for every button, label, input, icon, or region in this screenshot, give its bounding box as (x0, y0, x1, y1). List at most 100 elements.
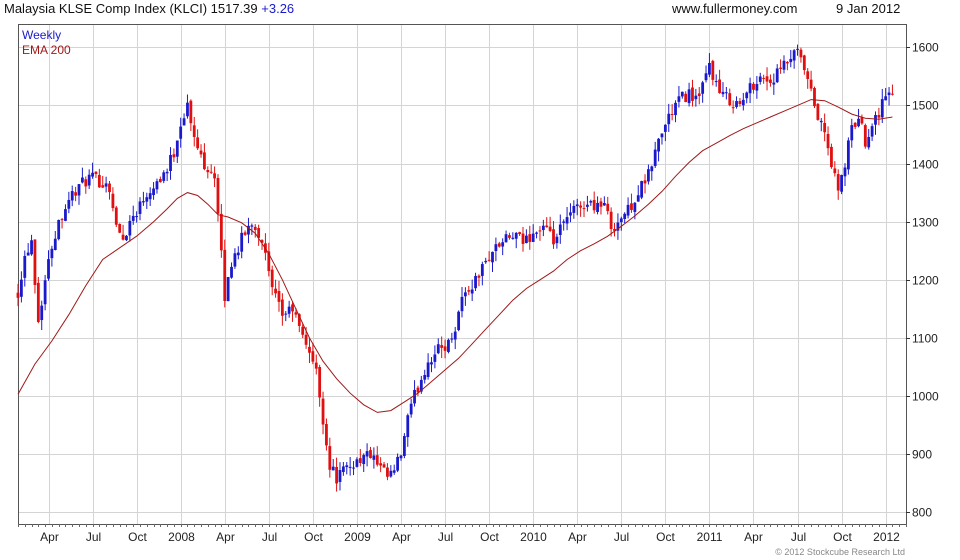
weekly-bar-down (833, 161, 837, 177)
weekly-bar-down (785, 61, 789, 71)
weekly-bar-up (724, 86, 728, 100)
weekly-bar-up (341, 461, 345, 476)
weekly-bar-down (158, 176, 162, 183)
weekly-bar-down (802, 54, 806, 75)
grid (18, 24, 906, 524)
weekly-bar-down (94, 171, 98, 179)
weekly-bar-up (399, 454, 403, 461)
weekly-bar-up (677, 86, 681, 108)
weekly-bar-down (538, 226, 542, 241)
weekly-bar-up (402, 433, 406, 459)
weekly-bar-down (260, 239, 264, 250)
weekly-bar-down (477, 274, 481, 287)
weekly-bar-down (487, 251, 491, 262)
weekly-bar-up (148, 187, 152, 206)
weekly-bar-up (396, 453, 400, 473)
weekly-bar-up (480, 261, 484, 286)
weekly-bar-up (77, 184, 81, 205)
weekly-bar-up (504, 230, 508, 243)
weekly-bar-up (175, 140, 179, 163)
x-tick-label: Oct (833, 530, 852, 544)
weekly-bar-up (657, 137, 660, 162)
x-axis: Apr Jul Oct 2008 Apr Jul Oct 2009 Apr Jul Oct 2010 A… (18, 524, 907, 544)
chart-date: 9 Jan 2012 (836, 1, 901, 16)
weekly-bar-up (514, 232, 518, 249)
weekly-bar-down (592, 191, 596, 214)
weekly-bar-up (463, 287, 467, 306)
weekly-bar-up (230, 262, 233, 279)
weekly-bar-down (599, 197, 603, 215)
weekly-bar-up (50, 245, 54, 267)
weekly-bar-up (406, 413, 410, 447)
weekly-bar-down (836, 169, 840, 200)
weekly-bar-up (389, 465, 393, 478)
weekly-bar-up (511, 232, 515, 240)
weekly-bar-up (433, 345, 437, 369)
weekly-bar-up (701, 80, 705, 103)
weekly-bar-up (91, 162, 94, 179)
x-tick-label: Jul (791, 530, 806, 544)
weekly-bar-down (74, 186, 78, 202)
weekly-bar-up (345, 462, 349, 475)
weekly-bar-down (219, 203, 223, 258)
weekly-bar-up (372, 447, 376, 469)
weekly-bar-down (206, 166, 210, 179)
x-tick-label: Oct (304, 530, 323, 544)
weekly-bar-up (80, 167, 84, 184)
weekly-bar-down (308, 338, 311, 364)
price-bars (16, 44, 894, 492)
weekly-bar-up (819, 118, 823, 132)
weekly-bar-up (447, 338, 450, 354)
weekly-bar-down (769, 74, 772, 87)
weekly-bar-up (653, 141, 657, 168)
chart-title: Malaysia KLSE Comp Index (KLCI) 1517.39 … (4, 1, 294, 16)
weekly-bar-up (138, 197, 142, 221)
weekly-bar-up (30, 234, 33, 256)
weekly-bar-up (453, 326, 457, 350)
weekly-bar-up (470, 279, 474, 302)
y-tick-label: 800 (912, 506, 932, 520)
weekly-bar-down (199, 144, 203, 158)
weekly-bar-up (392, 464, 396, 475)
weekly-bar-down (97, 168, 101, 188)
weekly-bar-down (860, 114, 864, 125)
weekly-bar-up (562, 219, 566, 231)
weekly-bar-up (667, 103, 671, 132)
weekly-bar-up (57, 219, 61, 241)
weekly-bar-up (626, 197, 630, 219)
weekly-bar-up (491, 251, 494, 272)
weekly-bar-up (772, 73, 776, 95)
weekly-bar-up (674, 100, 677, 123)
weekly-bar-down (114, 205, 118, 227)
weekly-bar-up (650, 165, 654, 181)
weekly-bar-down (853, 122, 857, 130)
weekly-bar-down (121, 224, 125, 241)
weekly-bar-up (501, 238, 505, 256)
x-tick-label: 2012 (873, 530, 900, 544)
weekly-bar-down (60, 218, 64, 229)
weekly-bar-up (708, 53, 711, 78)
y-tick-label: 1500 (912, 99, 939, 113)
weekly-bar-down (697, 86, 701, 105)
weekly-bar-up (616, 213, 620, 240)
weekly-bar-up (450, 332, 454, 343)
weekly-bar-up (857, 108, 860, 128)
weekly-bar-down (779, 59, 782, 74)
weekly-bar-up (714, 74, 718, 87)
weekly-bar-down (643, 174, 647, 194)
weekly-bar-up (758, 72, 762, 85)
weekly-bar-up (494, 237, 498, 262)
weekly-bar-down (280, 293, 284, 326)
weekly-bar-down (877, 107, 881, 126)
weekly-bar-up (165, 168, 169, 182)
weekly-bar-up (663, 124, 667, 142)
y-axis: 800 900 1000 1100 1200 1300 1400 1500 1600 (906, 41, 939, 520)
weekly-bar-up (426, 353, 430, 380)
weekly-bar-up (457, 310, 461, 332)
y-tick-label: 1600 (912, 41, 939, 55)
weekly-bar-down (497, 241, 501, 248)
weekly-bar-up (155, 178, 159, 194)
weekly-bar-down (386, 463, 389, 481)
weekly-bar-up (162, 170, 166, 184)
weekly-bar-down (318, 364, 322, 407)
